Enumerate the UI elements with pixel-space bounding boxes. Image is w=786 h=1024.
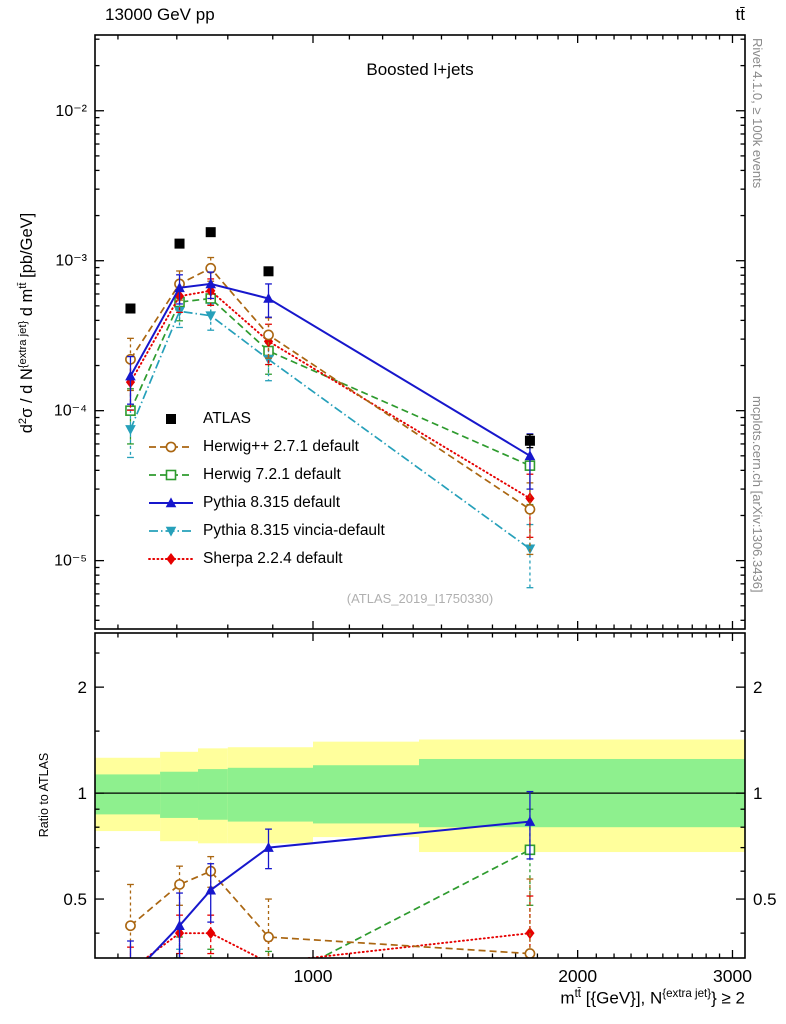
legend: ATLAS Herwig++ 2.7.1 default Herwig 7.2.1 … <box>148 405 385 573</box>
ratio-tick-label-right: 1 <box>753 784 762 803</box>
rivet-caption: Rivet 4.1.0, ≥ 100k events <box>750 38 765 189</box>
marker-diamond <box>126 964 135 976</box>
series-atlas <box>125 227 535 449</box>
ratio-tick-label: 2 <box>78 678 87 697</box>
marker-triangle-up <box>125 972 136 982</box>
y-axis-label: d2σ / d N{extra jet} d mtt̄ [pb/GeV] <box>17 212 37 434</box>
ratio-tick-label-right: 0.5 <box>753 890 777 909</box>
x-tick-label: 1000 <box>294 966 333 986</box>
green-band-segment <box>198 769 228 820</box>
top-panel-frame <box>94 34 746 630</box>
legend-marker-herwigpp-icon <box>149 441 193 453</box>
marker-circle-open <box>174 879 185 890</box>
marker-diamond <box>206 927 216 940</box>
marker-diamond <box>166 553 176 565</box>
axis-tick-labels: 1000 2000 3000 10⁻² 10⁻³ 10⁻⁴ 10⁻⁵ 0.5 0.5 1 1 2 2 <box>54 103 777 986</box>
series-line <box>318 849 531 958</box>
marker-triangle-up <box>524 815 536 826</box>
marker-diamond <box>525 492 535 505</box>
legend-item-vincia: Pythia 8.315 vincia-default <box>148 517 385 545</box>
legend-item-herwig7: Herwig 7.2.1 default <box>148 461 385 489</box>
series-pythia-ratio <box>125 790 536 982</box>
marker-triangle-up <box>524 450 536 461</box>
legend-label: ATLAS <box>203 410 251 427</box>
marker-circle-open <box>263 931 274 943</box>
marker-triangle-up <box>165 497 177 508</box>
marker-triangle-up <box>205 278 217 289</box>
ratio-panel-frame <box>94 632 746 959</box>
marker-square-open <box>165 469 177 481</box>
x-axis-label: mtt̄ [{GeV}], N{extra jet}} ≥ 2 <box>560 988 745 1008</box>
marker-triangle-down <box>205 311 217 322</box>
y-tick-label: 10⁻³ <box>55 253 87 270</box>
ratio-tick-label: 1 <box>78 784 87 803</box>
y-tick-label: 10⁻⁵ <box>54 553 87 570</box>
marker-square <box>125 303 136 314</box>
x-tick-label: 2000 <box>558 966 597 986</box>
marker-square <box>524 435 535 446</box>
marker-triangle-up <box>205 884 217 895</box>
series-line <box>129 310 531 550</box>
legend-item-herwigpp: Herwig++ 2.7.1 default <box>148 433 385 461</box>
marker-square <box>205 227 216 238</box>
plot-title: Boosted l+jets <box>366 60 474 79</box>
marker-square-open <box>174 957 185 958</box>
series-vincia-ratio <box>174 948 185 978</box>
legend-item-sherpa: Sherpa 2.2.4 default <box>148 545 385 573</box>
legend-item-pythia: Pythia 8.315 default <box>148 489 385 517</box>
legend-label: Pythia 8.315 default <box>203 494 341 511</box>
legend-marker-sherpa-icon <box>148 553 194 565</box>
marker-square <box>263 266 274 277</box>
legend-label: Sherpa 2.2.4 default <box>203 550 343 567</box>
marker-square <box>166 414 176 424</box>
marker-triangle-down <box>125 425 136 436</box>
legend-item-atlas: ATLAS <box>148 405 385 433</box>
legend-label: Herwig 7.2.1 default <box>203 466 341 483</box>
beam-energy-label: 13000 GeV pp <box>105 5 215 24</box>
ratio-tick-label-right: 2 <box>753 678 762 697</box>
analysis-watermark: (ATLAS_2019_I1750330) <box>346 591 494 606</box>
process-label: tt̄ <box>735 5 745 24</box>
green-band-segment <box>312 765 420 824</box>
marker-triangle-down <box>174 968 185 978</box>
marker-triangle-up <box>263 292 274 303</box>
axis-ticks <box>95 35 745 958</box>
series-line <box>129 297 531 467</box>
legend-label: Herwig++ 2.7.1 default <box>203 438 359 455</box>
marker-square <box>174 238 185 249</box>
green-band-segment <box>160 771 199 818</box>
ratio-tick-label: 0.5 <box>63 890 87 909</box>
legend-marker-herwig7-icon <box>149 469 193 481</box>
green-band-segment <box>227 767 313 822</box>
marker-circle-open <box>125 920 136 932</box>
y-tick-label: 10⁻⁴ <box>54 403 87 420</box>
marker-square-open <box>206 973 215 982</box>
green-band-segment <box>95 774 161 815</box>
marker-circle-open <box>165 441 177 453</box>
series-herwigpp-ratio <box>125 855 536 958</box>
series-pythia <box>125 271 536 490</box>
x-tick-label: 3000 <box>713 966 752 986</box>
marker-circle-open <box>524 948 536 958</box>
marker-triangle-down <box>263 355 274 365</box>
marker-circle-open <box>524 503 536 515</box>
legend-marker-atlas-icon <box>166 414 176 424</box>
marker-triangle-up <box>174 282 185 293</box>
marker-triangle-down <box>165 526 177 537</box>
mcplots-caption: mcplots.cern.ch [arXiv:1306.3436] <box>750 396 765 593</box>
uncertainty-bands <box>95 739 745 853</box>
ratio-axis-label: Ratio to ATLAS <box>37 752 51 838</box>
y-tick-label: 10⁻² <box>55 103 87 120</box>
legend-marker-pythia-icon <box>149 497 193 508</box>
legend-label: Pythia 8.315 vincia-default <box>203 522 385 539</box>
legend-marker-vincia-icon <box>149 526 193 537</box>
marker-circle-open <box>263 329 274 341</box>
marker-triangle-up <box>263 842 274 852</box>
marker-triangle-up <box>125 370 136 381</box>
marker-triangle-up <box>174 920 185 930</box>
series-line <box>144 932 531 958</box>
